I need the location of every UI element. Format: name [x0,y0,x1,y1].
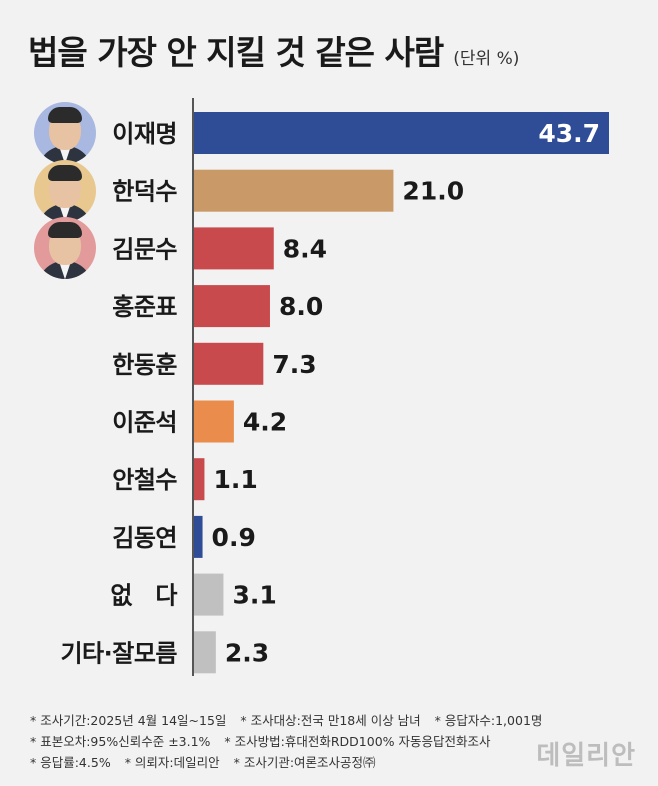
value-label: 1.1 [213,465,257,494]
value-label: 0.9 [212,523,256,552]
footnote-period: * 조사기간:2025년 4월 14일~15일 [30,713,227,728]
chart-title: 법을 가장 안 지킬 것 같은 사람 [28,33,444,72]
bar-5 [194,400,234,443]
footnote-client: * 의뢰자:데일리안 [124,755,220,770]
value-label: 21.0 [402,177,464,206]
category-label: 이재명 [112,120,177,148]
title-block: 법을 가장 안 지킬 것 같은 사람 (단위 %) [28,26,519,74]
bar-0 [194,112,609,154]
footnote-response-rate: * 응답률:4.5% [30,755,111,770]
avatar-photo-2 [34,217,96,280]
value-label: 43.7 [538,119,600,148]
value-label: 3.1 [232,581,276,610]
value-label: 7.3 [272,350,316,379]
category-label: 기타·잘모름 [60,639,177,667]
dailian-logo: 데일리안 [536,741,636,771]
category-label: 이준석 [112,409,177,437]
footnote-row-2: * 표본오차:95%신뢰수준 ±3.1% * 조사방법:휴대전화RDD100% … [30,731,552,752]
avatar-photo-0 [34,102,96,164]
value-label: 8.0 [279,292,323,321]
category-label: 한동훈 [112,351,177,379]
category-label: 없 다 [110,582,177,610]
footnote-agency: * 조사기관:여론조사공정㈜ [233,755,376,770]
category-label: 한덕수 [112,178,177,206]
category-label: 김동연 [112,524,177,552]
value-label: 4.2 [243,408,287,437]
footnote-row-3: * 응답률:4.5% * 의뢰자:데일리안 * 조사기관:여론조사공정㈜ [30,752,552,773]
avatar-photo-1 [34,159,96,222]
category-label: 안철수 [112,466,177,494]
bar-1 [194,169,394,212]
category-label: 홍준표 [112,293,177,321]
category-label: 김문수 [112,235,177,263]
value-label: 8.4 [283,234,327,263]
bar-9 [194,631,216,674]
footnote-respondents: * 응답자수:1,001명 [434,713,543,728]
value-label: 2.3 [225,638,269,667]
bar-4 [194,342,264,385]
footnote-target: * 조사대상:전국 만18세 이상 남녀 [240,713,421,728]
bar-8 [194,573,224,616]
bar-7 [194,515,203,558]
bar-chart: 이재명 43.7 한덕수 21.0 김문수 8.4 홍준표 8.0 한동훈 7.3 이준석 4.2 안철… [60,98,609,676]
unit-label: (단위 %) [453,49,520,69]
footnote-row-1: * 조사기간:2025년 4월 14일~15일 * 조사대상:전국 만18세 이… [30,710,552,731]
footnotes: * 조사기간:2025년 4월 14일~15일 * 조사대상:전국 만18세 이… [30,710,552,773]
bar-2 [194,227,274,270]
footnote-margin: * 표본오차:95%신뢰수준 ±3.1% [30,734,211,749]
footnote-method: * 조사방법:휴대전화RDD100% 자동응답전화조사 [224,734,491,749]
bar-6 [194,458,205,501]
bar-3 [194,285,270,328]
